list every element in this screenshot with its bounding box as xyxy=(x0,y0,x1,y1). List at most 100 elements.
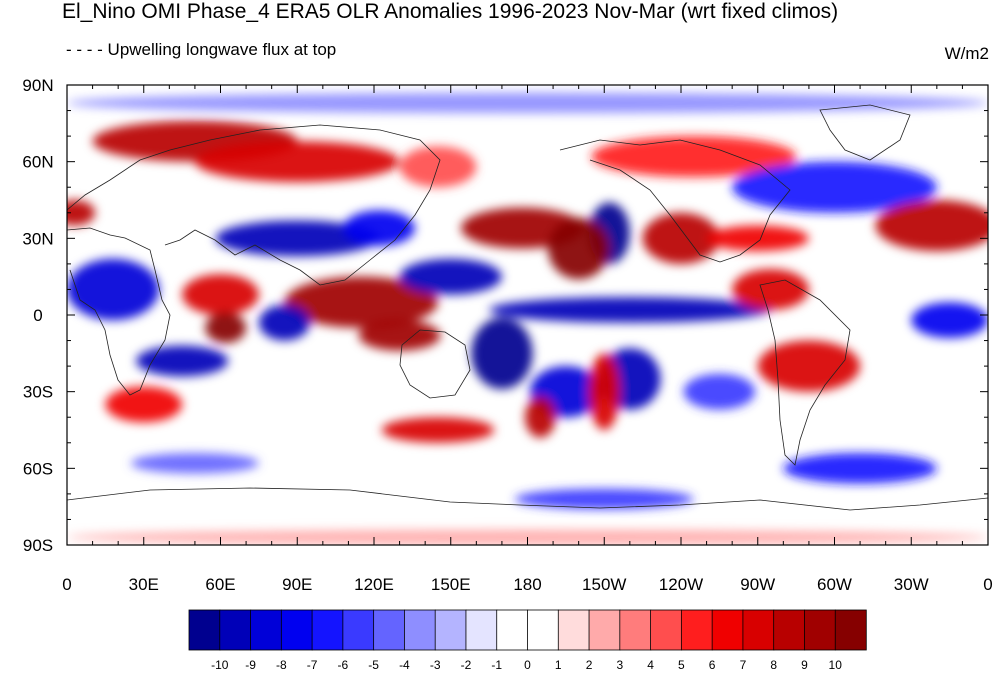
anomaly-blob xyxy=(67,92,988,114)
colorbar-label: -4 xyxy=(399,658,410,672)
anomaly-blob xyxy=(683,373,756,410)
colorbar-swatch xyxy=(588,609,621,651)
colorbar-label: 1 xyxy=(555,658,562,672)
anomaly-blob xyxy=(67,258,160,321)
colorbar-label: 3 xyxy=(616,658,623,672)
anomaly-blob xyxy=(471,317,533,390)
anomaly-blob xyxy=(105,386,183,423)
coastline-greenland xyxy=(819,104,911,161)
coastline-africa xyxy=(67,227,171,396)
colorbar-swatch xyxy=(404,609,436,651)
lon-tick-label: 120E xyxy=(354,575,394,594)
colorbar-swatch xyxy=(804,609,836,651)
colorbar: -10 -9 -8 -7 -6 -5 -4 -3 -2 -1 0 1 2 3 4 5 6 7 8 9 10 xyxy=(188,609,867,672)
colorbar-label: -8 xyxy=(276,658,287,672)
lon-tick-label: 150W xyxy=(582,575,626,594)
colorbar-swatch xyxy=(280,609,313,651)
colorbar-swatch xyxy=(496,609,529,651)
anomaly-blob xyxy=(284,276,438,328)
colorbar-swatch xyxy=(311,609,344,651)
lon-tick-label: 120W xyxy=(659,575,703,594)
colorbar-swatch xyxy=(250,609,283,651)
lon-tick-label: 60W xyxy=(817,575,852,594)
map-title: El_Nino OMI Phase_4 ERA5 OLR Anomalies 1… xyxy=(62,0,839,23)
anomaly-blob xyxy=(732,161,937,213)
colorbar-swatch xyxy=(373,609,406,651)
colorbar-swatch xyxy=(342,609,375,651)
colorbar-label: -1 xyxy=(491,658,502,672)
colorbar-label: -2 xyxy=(461,658,472,672)
colorbar-label: -5 xyxy=(368,658,379,672)
lon-tick-label: 60E xyxy=(205,575,235,594)
anomaly-blob xyxy=(588,353,620,430)
colorbar-swatch xyxy=(434,609,467,651)
colorbar-label: -6 xyxy=(338,658,349,672)
lat-tick-label: 60N xyxy=(22,153,53,172)
colorbar-label: 2 xyxy=(586,658,593,672)
anomaly-blob xyxy=(514,488,694,510)
colorbar-label: 5 xyxy=(678,658,685,672)
anomaly-blob xyxy=(182,274,259,315)
lon-tick-label: 30E xyxy=(129,575,159,594)
units-label: W/m2 xyxy=(944,44,989,63)
lat-tick-label: 90N xyxy=(22,76,53,95)
colorbar-swatch xyxy=(465,609,498,651)
anomaly-blob xyxy=(358,320,441,351)
colorbar-label: 8 xyxy=(770,658,777,672)
anomaly-blob xyxy=(875,200,988,252)
anomaly-blob xyxy=(130,453,259,474)
colorbar-swatch xyxy=(773,609,806,651)
lon-tick-label: 90E xyxy=(282,575,312,594)
coastline-australia xyxy=(399,329,471,399)
lat-tick-label: 60S xyxy=(23,459,53,478)
lon-tick-label: 0 xyxy=(62,575,71,594)
colorbar-label: 7 xyxy=(740,658,747,672)
latitude-axis: 90N 60N 30N 0 30S 60S 90S xyxy=(22,76,988,555)
map-subtitle: - - - - Upwelling longwave flux at top xyxy=(66,40,337,59)
lat-tick-label: 90S xyxy=(23,536,53,555)
anomaly-blob xyxy=(547,217,610,280)
longitude-axis: 0 30E 60E 90E 120E 150E 180 150W 120W 90W 60W 30W 0 xyxy=(62,85,993,594)
anomaly-blob xyxy=(911,302,988,338)
anomaly-blob xyxy=(258,304,311,341)
colorbar-swatch xyxy=(219,609,252,651)
anomaly-blob xyxy=(757,340,861,392)
colorbar-label: 0 xyxy=(524,658,531,672)
anomaly-blob xyxy=(524,396,556,438)
colorbar-swatch xyxy=(527,609,559,651)
lon-tick-label: 180 xyxy=(513,575,541,594)
anomaly-blob xyxy=(706,225,809,252)
coastline-north-america xyxy=(559,139,791,263)
colorbar-swatch xyxy=(742,609,775,651)
colorbar-label: -3 xyxy=(430,658,441,672)
colorbar-swatch xyxy=(680,609,713,651)
colorbar-swatch xyxy=(188,609,221,651)
coastlines xyxy=(67,104,988,511)
colorbar-swatch xyxy=(557,609,590,651)
lon-tick-label: 30W xyxy=(894,575,929,594)
colorbar-label: -9 xyxy=(245,658,256,672)
anomaly-blob xyxy=(642,212,720,264)
anomaly-blob xyxy=(67,200,96,226)
anomaly-blob xyxy=(591,136,797,177)
anomaly-blob xyxy=(783,453,937,484)
colorbar-label: -7 xyxy=(307,658,318,672)
anomaly-blob xyxy=(136,345,229,377)
lon-tick-label: 150E xyxy=(431,575,471,594)
colorbar-swatch xyxy=(834,609,867,651)
anomaly-blob xyxy=(194,141,400,183)
colorbar-swatch xyxy=(650,609,683,651)
lon-tick-label: 90W xyxy=(740,575,775,594)
lat-tick-label: 0 xyxy=(33,306,42,325)
coastline-antarctica xyxy=(67,487,988,511)
colorbar-label: -10 xyxy=(211,658,229,672)
colorbar-label: 10 xyxy=(829,658,843,672)
colorbar-label: 4 xyxy=(647,658,654,672)
lat-tick-label: 30S xyxy=(23,383,53,402)
anomaly-blob xyxy=(489,297,771,323)
lon-tick-label: 0 xyxy=(983,575,992,594)
anomaly-blob xyxy=(381,417,495,443)
colorbar-label: 6 xyxy=(709,658,716,672)
coastline-eurasia xyxy=(67,124,441,286)
